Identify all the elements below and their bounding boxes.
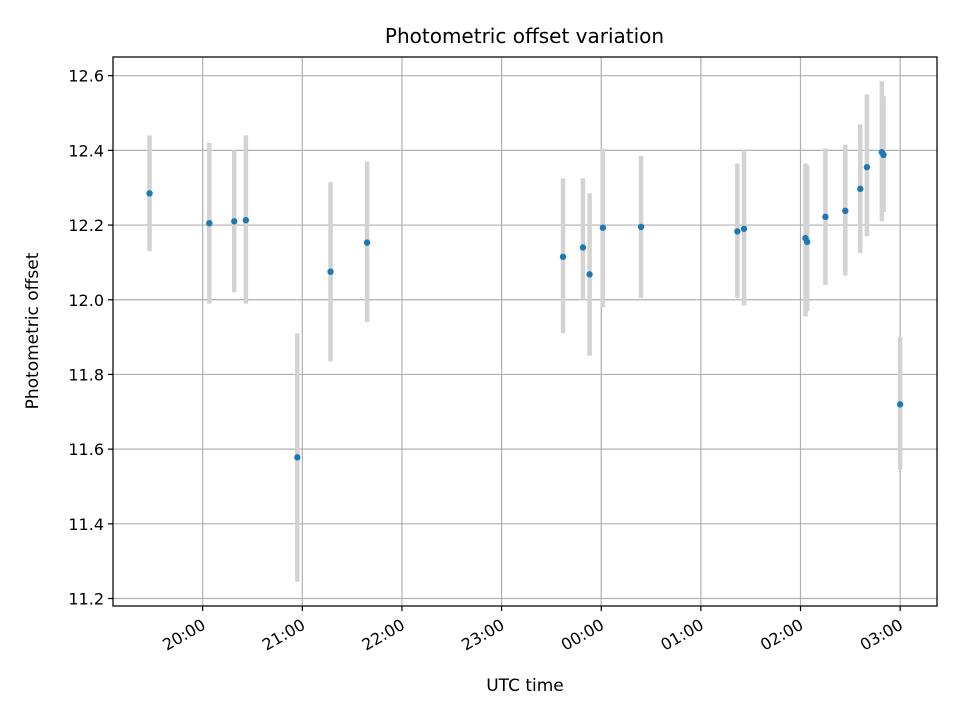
y-tick-label: 11.6 bbox=[68, 440, 104, 459]
y-tick-label: 12.0 bbox=[68, 291, 104, 310]
y-tick-label: 11.8 bbox=[68, 365, 104, 384]
data-point bbox=[231, 218, 238, 225]
data-point bbox=[857, 185, 864, 193]
plot-area-frame bbox=[112, 56, 938, 607]
y-tick-label: 12.2 bbox=[68, 216, 104, 235]
data-point bbox=[579, 244, 587, 251]
data-point bbox=[242, 217, 250, 224]
y-tick-label: 11.2 bbox=[68, 590, 104, 609]
data-point bbox=[559, 253, 567, 261]
x-axis-label: UTC time bbox=[486, 676, 564, 696]
y-tick-label: 11.4 bbox=[68, 515, 104, 534]
chart-title: Photometric offset variation bbox=[385, 24, 664, 48]
y-tick-label: 12.4 bbox=[68, 141, 104, 160]
data-point bbox=[863, 163, 871, 171]
data-point bbox=[146, 190, 153, 197]
data-point bbox=[599, 224, 607, 231]
data-point bbox=[842, 207, 849, 215]
data-point bbox=[294, 454, 301, 461]
data-point bbox=[822, 213, 829, 221]
y-axis-label: Photometric offset bbox=[23, 252, 43, 409]
data-point bbox=[637, 223, 645, 231]
y-tick-label: 12.6 bbox=[68, 67, 104, 86]
data-point bbox=[896, 401, 904, 408]
data-point bbox=[206, 219, 213, 227]
data-point bbox=[740, 225, 748, 232]
point-layer bbox=[146, 149, 904, 461]
grid-layer bbox=[113, 57, 937, 606]
data-point bbox=[803, 238, 811, 246]
data-point bbox=[327, 268, 334, 275]
data-point bbox=[734, 228, 741, 235]
data-point bbox=[586, 271, 593, 278]
data-point bbox=[880, 151, 887, 159]
data-point bbox=[363, 239, 371, 246]
